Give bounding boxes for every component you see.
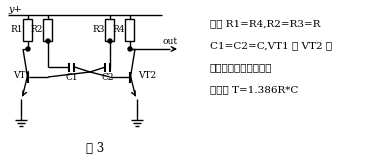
Circle shape: [46, 39, 50, 43]
Text: R4: R4: [112, 26, 125, 35]
Text: 图 3: 图 3: [86, 142, 104, 155]
Text: 周期为 T=1.386R*C: 周期为 T=1.386R*C: [210, 85, 298, 94]
Text: 同电路对称则方波脑冲: 同电路对称则方波脑冲: [210, 63, 272, 72]
Circle shape: [26, 47, 30, 51]
Circle shape: [128, 47, 132, 51]
Text: R2: R2: [30, 26, 42, 35]
Text: 如果 R1=R4,R2=R3=R: 如果 R1=R4,R2=R3=R: [210, 19, 321, 28]
Text: C2: C2: [102, 73, 114, 82]
Text: C1: C1: [66, 73, 78, 82]
Text: y+: y+: [8, 5, 22, 14]
Circle shape: [108, 39, 112, 43]
Text: R1: R1: [10, 26, 22, 35]
Bar: [24, 19, 33, 41]
Text: VT1: VT1: [13, 71, 31, 80]
Bar: [44, 19, 53, 41]
Text: out: out: [163, 37, 178, 46]
Bar: [105, 19, 114, 41]
Bar: [125, 19, 134, 41]
Text: VT2: VT2: [138, 71, 156, 80]
Text: R3: R3: [92, 26, 105, 35]
Text: C1=C2=C,VT1 和 VT2 相: C1=C2=C,VT1 和 VT2 相: [210, 41, 332, 50]
